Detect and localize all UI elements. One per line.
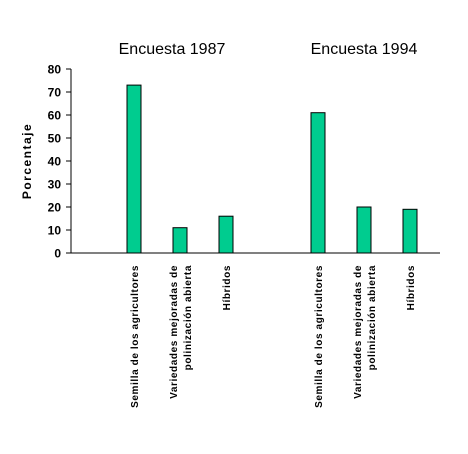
x-tick-label: polinización abierta [367,265,378,370]
y-tick-label: 10 [48,224,62,238]
group-title: Encuesta 1994 [311,41,418,58]
x-tick-label: Semilla de los agricultores [130,265,141,408]
group-title: Encuesta 1987 [119,41,226,58]
y-tick-label: 60 [48,109,62,123]
x-tick-label: polinización abierta [183,265,194,370]
y-tick-label: 30 [48,178,62,192]
y-tick-label: 20 [48,201,62,215]
x-tick-label: Híbridos [222,265,233,310]
bar [126,84,142,254]
x-tick-label: Semilla de los agricultores [314,265,325,408]
bar [218,215,234,254]
bar [356,206,372,254]
y-tick-label: 70 [48,86,62,100]
y-tick-label: 40 [48,155,62,169]
y-tick-label: 80 [48,63,62,77]
bar [172,227,188,254]
y-tick-label: 50 [48,132,62,146]
y-axis-label: Porcentaje [20,123,34,199]
x-tick-label: Variedades mejoradas de [169,265,180,399]
bar [402,208,418,254]
y-tick-label: 0 [54,247,61,261]
bar [310,112,326,254]
x-tick-label: Variedades mejoradas de [353,265,364,399]
x-tick-label: Híbridos [406,265,417,310]
